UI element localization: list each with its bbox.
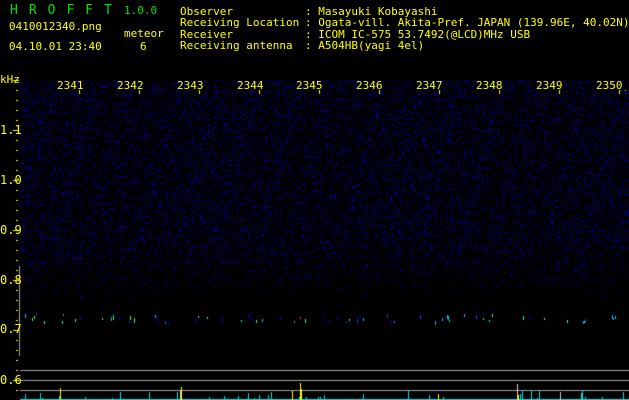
x-tick-label: 2348 — [476, 79, 503, 92]
x-tick-label: 2345 — [296, 79, 323, 92]
y-unit-label: kHz — [0, 73, 20, 86]
x-tick-label: 2346 — [356, 79, 383, 92]
meteor-label: meteor — [124, 27, 164, 40]
receiver-value: : ICOM IC-575 53.7492(@LCD)MHz USB — [305, 28, 531, 41]
x-tick-label: 2347 — [416, 79, 443, 92]
x-tick-label: 2342 — [117, 79, 144, 92]
y-tick-label: 0.9 — [0, 223, 22, 237]
app-version: 1.0.0 — [124, 4, 158, 17]
x-tick-label: 2343 — [177, 79, 204, 92]
antenna-value: : A504HB(yagi 4el) — [305, 39, 425, 52]
y-tick-label: 1.1 — [0, 123, 22, 137]
receiver-label: Receiver — [180, 28, 233, 41]
y-tick-label: 0.6 — [0, 373, 22, 387]
x-tick-label: 2344 — [237, 79, 264, 92]
antenna-label: Receiving antenna — [180, 39, 293, 52]
file-name: 0410012340.png — [9, 20, 102, 33]
observer-label: Observer — [180, 5, 233, 18]
y-tick-label: 0.8 — [0, 273, 22, 287]
location-value: : Ogata-vill. Akita-Pref. JAPAN (139.96E… — [305, 16, 629, 29]
observer-value: : Masayuki Kobayashi — [305, 5, 438, 18]
meteor-count: 6 — [140, 40, 147, 53]
y-tick-label: 1.0 — [0, 173, 22, 187]
x-tick-label: 2341 — [57, 79, 84, 92]
x-tick-label: 2349 — [536, 79, 563, 92]
app-title: HROFFT — [10, 3, 123, 18]
location-label: Receiving Location — [180, 16, 300, 29]
timestamp: 04.10.01 23:40 — [9, 40, 102, 53]
y-tick-label: 0.7 — [0, 322, 22, 336]
x-tick-label: 2350 — [596, 79, 623, 92]
